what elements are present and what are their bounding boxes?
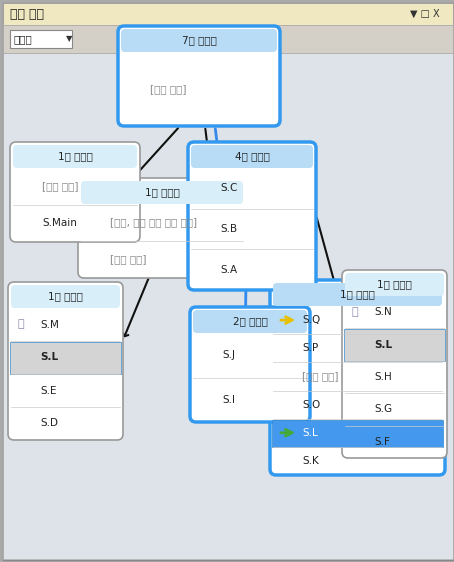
FancyBboxPatch shape bbox=[121, 29, 277, 52]
FancyBboxPatch shape bbox=[10, 142, 140, 242]
FancyBboxPatch shape bbox=[118, 26, 280, 126]
Text: S.L: S.L bbox=[40, 352, 58, 362]
FancyBboxPatch shape bbox=[188, 142, 316, 290]
Text: 병렬 스택: 병렬 스택 bbox=[10, 7, 44, 20]
Text: S.E: S.E bbox=[40, 386, 56, 396]
Text: 〜: 〜 bbox=[352, 307, 359, 317]
Text: S.F: S.F bbox=[374, 437, 390, 447]
Text: 스레드: 스레드 bbox=[14, 34, 33, 44]
Text: S.L: S.L bbox=[374, 339, 392, 350]
Text: ▼: ▼ bbox=[66, 34, 73, 43]
FancyBboxPatch shape bbox=[8, 282, 123, 440]
Text: [중지, 대기 또는 조인 상태]: [중지, 대기 또는 조인 상태] bbox=[110, 217, 197, 228]
Text: S.O: S.O bbox=[302, 400, 320, 410]
FancyBboxPatch shape bbox=[273, 283, 442, 306]
Text: [외부 코드]: [외부 코드] bbox=[302, 371, 339, 382]
Text: S.Q: S.Q bbox=[302, 315, 320, 325]
Text: S.P: S.P bbox=[302, 343, 318, 353]
FancyBboxPatch shape bbox=[11, 285, 120, 308]
Text: S.M: S.M bbox=[40, 320, 59, 329]
Text: S.H: S.H bbox=[374, 372, 392, 382]
Text: S.G: S.G bbox=[374, 405, 392, 414]
Bar bbox=[3, 25, 453, 53]
Bar bbox=[10, 342, 121, 374]
Text: S.J: S.J bbox=[222, 350, 235, 360]
Bar bbox=[272, 420, 443, 447]
Text: S.I: S.I bbox=[222, 395, 235, 405]
Text: 2개 스레드: 2개 스레드 bbox=[232, 316, 267, 326]
Text: 4개 스레드: 4개 스레드 bbox=[235, 151, 269, 161]
Text: S.D: S.D bbox=[40, 419, 58, 428]
Text: S.N: S.N bbox=[374, 307, 392, 317]
Bar bbox=[10, 30, 72, 48]
Text: 7개 스레드: 7개 스레드 bbox=[182, 35, 217, 45]
Text: [외부 코드]: [외부 코드] bbox=[150, 84, 187, 94]
Text: S.A: S.A bbox=[220, 265, 237, 275]
FancyBboxPatch shape bbox=[190, 307, 310, 422]
Text: [외부 코드]: [외부 코드] bbox=[110, 255, 147, 265]
Text: 1개 스레드: 1개 스레드 bbox=[340, 289, 375, 299]
Text: S.L: S.L bbox=[302, 428, 318, 438]
Bar bbox=[344, 329, 445, 361]
Text: [외부 코드]: [외부 코드] bbox=[42, 182, 79, 192]
FancyBboxPatch shape bbox=[81, 181, 243, 204]
Text: 1개 스레드: 1개 스레드 bbox=[377, 279, 412, 289]
FancyBboxPatch shape bbox=[345, 273, 444, 296]
Text: 〜: 〜 bbox=[18, 320, 25, 329]
FancyBboxPatch shape bbox=[191, 145, 313, 168]
Text: S.Main: S.Main bbox=[42, 219, 77, 229]
FancyBboxPatch shape bbox=[13, 145, 137, 168]
Text: S.B: S.B bbox=[220, 224, 237, 234]
Text: 1개 스레드: 1개 스레드 bbox=[144, 187, 179, 197]
FancyBboxPatch shape bbox=[193, 310, 307, 333]
FancyBboxPatch shape bbox=[270, 280, 445, 475]
FancyBboxPatch shape bbox=[342, 270, 447, 458]
Text: S.K: S.K bbox=[302, 456, 319, 466]
Text: 1개 스레드: 1개 스레드 bbox=[48, 291, 83, 301]
Bar bbox=[3, 3, 453, 25]
Text: S.C: S.C bbox=[220, 183, 237, 193]
Text: ▼ □ X: ▼ □ X bbox=[410, 9, 440, 19]
FancyBboxPatch shape bbox=[78, 178, 246, 278]
Text: 1개 스레드: 1개 스레드 bbox=[58, 151, 93, 161]
